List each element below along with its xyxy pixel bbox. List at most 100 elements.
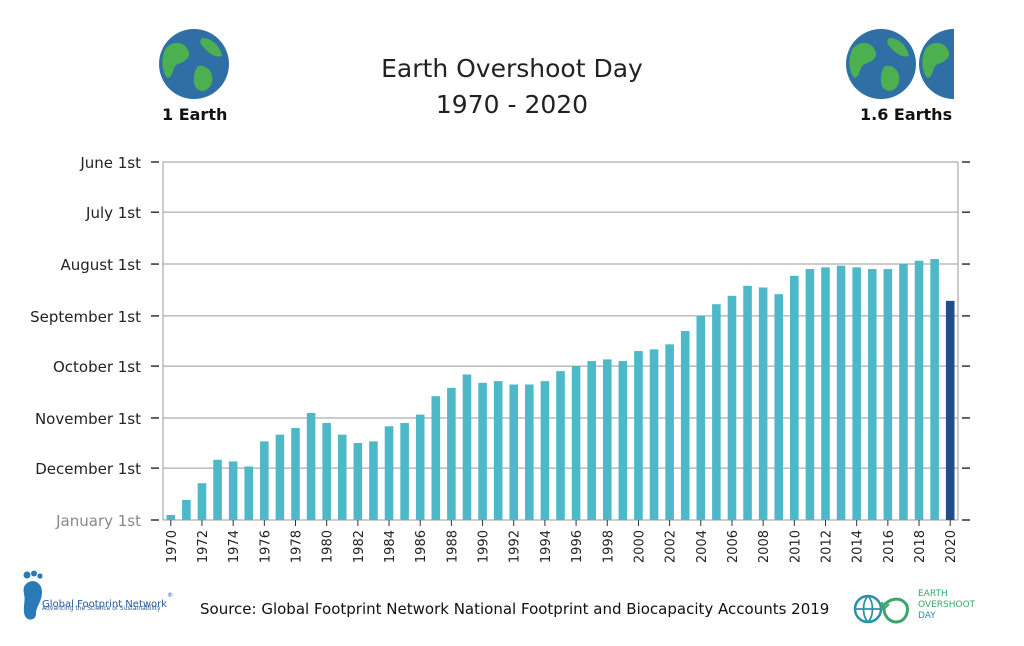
x-tick-label: 1988 (445, 530, 460, 563)
x-tick-label: 1992 (508, 530, 523, 563)
bar-1996 (571, 366, 581, 520)
bar-1990 (478, 382, 487, 520)
x-tick-label: 2002 (664, 530, 679, 563)
eod-logo-text-overshoot: OVERSHOOT (918, 600, 976, 610)
bar-1972 (197, 483, 207, 520)
y-tick-label: October 1st (53, 358, 141, 376)
left-earth-label: 1 Earth (162, 105, 228, 124)
x-tick-label: 1972 (196, 530, 211, 563)
bar-1998 (602, 359, 612, 520)
x-tick-label: 1982 (352, 530, 367, 563)
bar-2002 (665, 344, 674, 520)
bar-2019 (930, 259, 939, 520)
bar-2000 (634, 351, 643, 520)
earth-overshoot-day-logo: EARTH OVERSHOOT DAY (852, 588, 1012, 628)
x-tick-label: 1998 (601, 530, 616, 563)
bar-2012 (821, 267, 830, 520)
x-tick-label: 2014 (851, 530, 866, 563)
bar-2006 (727, 295, 737, 520)
y-tick-label: November 1st (35, 410, 141, 428)
bar-1993 (525, 384, 534, 520)
bar-2017 (899, 264, 908, 520)
y-tick-label: August 1st (60, 256, 141, 274)
bar-2010 (790, 275, 799, 520)
bar-2014 (852, 267, 861, 520)
chart-title-line2: 1970 - 2020 (435, 90, 589, 119)
bar-1981 (337, 434, 347, 520)
y-tick-label: June 1st (79, 154, 141, 172)
bar-1983 (369, 441, 378, 520)
x-tick-label: 1980 (321, 530, 336, 563)
bar-1992 (509, 384, 519, 520)
overshoot-bar-chart: June 1st July 1st August 1st September 1st O… (30, 154, 970, 563)
x-tick-label: 1990 (477, 530, 492, 563)
bar-1999 (618, 361, 628, 520)
gfn-logo-registered-mark: ® (167, 592, 174, 599)
eod-logo-text-earth: EARTH (918, 589, 948, 599)
bar-1980 (322, 422, 331, 520)
bar-1977 (275, 434, 285, 520)
x-tick-label: 2006 (726, 530, 741, 563)
x-tick-label: 2000 (632, 530, 647, 563)
bar-2009 (774, 294, 784, 520)
bar-1971 (182, 499, 191, 520)
x-tick-label: 2020 (944, 530, 959, 563)
bar-2015 (867, 269, 877, 520)
x-tick-label: 2008 (757, 530, 772, 563)
bar-1979 (306, 412, 316, 520)
bar-1970 (166, 514, 176, 520)
y-tick-label: September 1st (30, 308, 141, 326)
x-tick-label: 1976 (258, 530, 273, 563)
bar-2016 (883, 269, 893, 520)
y-tick-label: July 1st (85, 204, 141, 222)
y-tick-label: January 1st (55, 512, 141, 530)
bar-2005 (712, 304, 721, 520)
bar-1987 (431, 396, 441, 520)
bar-1975 (244, 466, 254, 520)
bar-1982 (353, 443, 363, 520)
bar-2008 (758, 287, 768, 520)
bar-1984 (384, 426, 394, 520)
gfn-logo: Global Footprint Network® Advancing the … (20, 570, 200, 625)
bar-2004 (696, 315, 706, 520)
eod-globe-loop-icon (853, 594, 910, 624)
bar-1986 (415, 414, 425, 520)
gfn-logo-name: Global Footprint Network (42, 599, 168, 610)
bar-1995 (556, 371, 565, 520)
x-tick-label: 1974 (227, 530, 242, 563)
bar-2020 (945, 300, 955, 520)
bar-1978 (291, 427, 300, 520)
bar-2018 (914, 260, 924, 520)
x-tick-label: 1986 (414, 530, 429, 563)
eod-logo-text-day: DAY (918, 611, 936, 621)
x-tick-label: 1984 (383, 530, 398, 563)
x-tick-label: 1978 (290, 530, 305, 563)
right-earth-label: 1.6 Earths (860, 105, 953, 124)
bar-1974 (228, 461, 238, 520)
x-tick-label: 1996 (570, 530, 585, 563)
right-earth-globe-icon (846, 29, 916, 99)
bar-1991 (493, 381, 503, 520)
bar-2001 (649, 349, 659, 520)
gfn-logo-tagline: Advancing the Science of Sustainability (42, 605, 161, 612)
x-tick-label: 1994 (539, 530, 554, 563)
bar-1985 (400, 422, 409, 520)
x-tick-label: 2004 (695, 530, 710, 563)
bar-2003 (680, 330, 690, 520)
bar-1994 (540, 381, 550, 520)
x-tick-label: 2010 (788, 530, 803, 563)
x-tick-label: 1970 (165, 530, 180, 563)
bar-1989 (462, 374, 472, 520)
bar-1973 (213, 459, 222, 520)
bar-2011 (805, 269, 815, 520)
bar-2007 (743, 285, 752, 520)
x-tick-label: 2012 (820, 530, 835, 563)
bar-1988 (447, 387, 456, 520)
x-tick-label: 2018 (913, 530, 928, 563)
x-tick-label: 2016 (882, 530, 897, 563)
footprint-icon (23, 570, 43, 620)
left-earth-globe-icon (159, 29, 229, 99)
chart-title-line1: Earth Overshoot Day (381, 54, 643, 83)
bar-1997 (587, 361, 596, 520)
y-tick-label: December 1st (35, 460, 141, 478)
